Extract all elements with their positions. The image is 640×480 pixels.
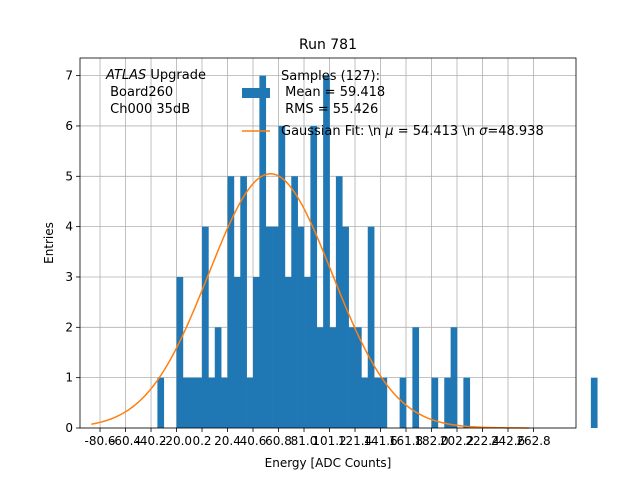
histogram-bar (316, 327, 324, 428)
y-tick-label: 2 (65, 320, 73, 334)
histogram-bar (463, 377, 471, 428)
x-tick-label: -20.0 (161, 434, 192, 448)
y-axis-label: Entries (42, 222, 56, 264)
x-tick-label: 81.0 (291, 434, 318, 448)
histogram-bar (291, 176, 298, 428)
histogram-bar (208, 377, 216, 428)
histogram-bar (444, 377, 451, 428)
histogram-bar (189, 377, 196, 428)
histogram-bar (361, 377, 369, 428)
fit-label-prefix: Gaussian Fit: \n (281, 124, 385, 139)
histogram-bar (380, 377, 388, 428)
y-tick-label: 7 (65, 69, 73, 83)
chart-title: Run 781 (299, 37, 357, 53)
histogram-bar (310, 125, 318, 429)
legend-hist-line-3: RMS = 55.426 (281, 102, 378, 117)
histogram-bar (374, 377, 381, 428)
x-tick-label: 242.6 (491, 434, 525, 448)
x-tick-label: 262.8 (516, 434, 550, 448)
x-tick-label: 141.6 (363, 434, 397, 448)
histogram-bars (157, 75, 598, 429)
histogram-bar (195, 377, 203, 428)
x-tick-label: -40.2 (135, 434, 166, 448)
x-tick-label: 182.0 (414, 434, 448, 448)
channel-label: Ch000 35dB (106, 102, 190, 117)
axes-frame (79, 57, 577, 429)
gaussian-fit-curve (91, 173, 530, 429)
annotation-box: ATLAS Upgrade Board260 Ch000 35dB (105, 68, 206, 117)
histogram-bar (233, 276, 241, 428)
histogram-bar (176, 276, 184, 428)
x-tick-label: -60.4 (110, 434, 141, 448)
x-tick-label: 222.4 (465, 434, 499, 448)
atlas-label: ATLAS (105, 68, 146, 83)
histogram-bar (450, 327, 458, 428)
fit-sigma-value: =48.938 (487, 124, 543, 139)
fit-mu-symbol: μ (384, 124, 393, 139)
x-tick-label: 202.2 (440, 434, 474, 448)
x-axis-ticks: -80.6-60.4-40.2-20.0 0.2 20.440.660.881.01… (85, 428, 551, 448)
histogram-bar (253, 276, 260, 428)
histogram-bar (214, 327, 222, 428)
histogram-bar (431, 377, 439, 428)
x-tick-label: 161.8 (389, 434, 423, 448)
histogram-bar (221, 377, 228, 428)
x-tick-label: 0.2 (192, 434, 211, 448)
histogram-bar (202, 226, 209, 428)
histogram-bar (367, 226, 375, 428)
histogram-bar (323, 75, 330, 428)
histogram-bar (246, 377, 254, 428)
histogram-bar (272, 226, 279, 428)
x-tick-label: 20.4 (214, 434, 241, 448)
fit-mu-value: = 54.413 \n (394, 124, 480, 139)
annotation-line-1: ATLAS Upgrade (105, 68, 206, 83)
x-tick-label: 40.6 (240, 434, 267, 448)
histogram-bar (348, 327, 356, 428)
histogram-bar (342, 226, 349, 428)
x-tick-label: 101.2 (312, 434, 346, 448)
histogram-bar (227, 176, 235, 428)
x-axis-label: Energy [ADC Counts] (265, 456, 392, 470)
x-tick-label: -80.6 (85, 434, 116, 448)
y-axis-ticks: 0 1 2 3 4 5 6 7 (65, 69, 80, 435)
histogram-bar (355, 327, 362, 428)
legend-hist-line-1: Samples (127): (281, 69, 380, 84)
histogram-bar (590, 377, 598, 428)
histogram-bar (412, 327, 420, 428)
histogram-bar (284, 276, 292, 428)
legend-hist-swatch (242, 88, 270, 98)
histogram-bar (329, 327, 337, 428)
y-tick-label: 3 (65, 270, 73, 284)
y-tick-label: 5 (65, 169, 73, 183)
x-tick-label: 60.8 (265, 434, 292, 448)
y-tick-label: 0 (65, 421, 73, 435)
board-label: Board260 (106, 85, 173, 100)
legend-fit-label: Gaussian Fit: \n μ = 54.413 \n σ=48.938 (281, 124, 544, 139)
y-tick-label: 1 (65, 371, 73, 385)
histogram-bar (259, 75, 267, 428)
y-tick-label: 4 (65, 220, 73, 234)
histogram-bar (304, 276, 311, 428)
upgrade-label: Upgrade (146, 68, 206, 83)
histogram-bar (297, 226, 305, 428)
histogram-bar (157, 377, 165, 428)
x-tick-label: 121.4 (338, 434, 372, 448)
legend-hist-line-2: Mean = 59.418 (281, 85, 385, 100)
histogram-bar (335, 176, 343, 428)
histogram-bar (278, 125, 286, 429)
y-tick-label: 6 (65, 119, 73, 133)
histogram-bar (182, 377, 190, 428)
histogram-bar (265, 226, 273, 428)
fit-sigma-symbol: σ (479, 124, 488, 139)
legend: Samples (127): Mean = 59.418 RMS = 55.42… (242, 69, 544, 139)
histogram-bar (240, 176, 247, 428)
